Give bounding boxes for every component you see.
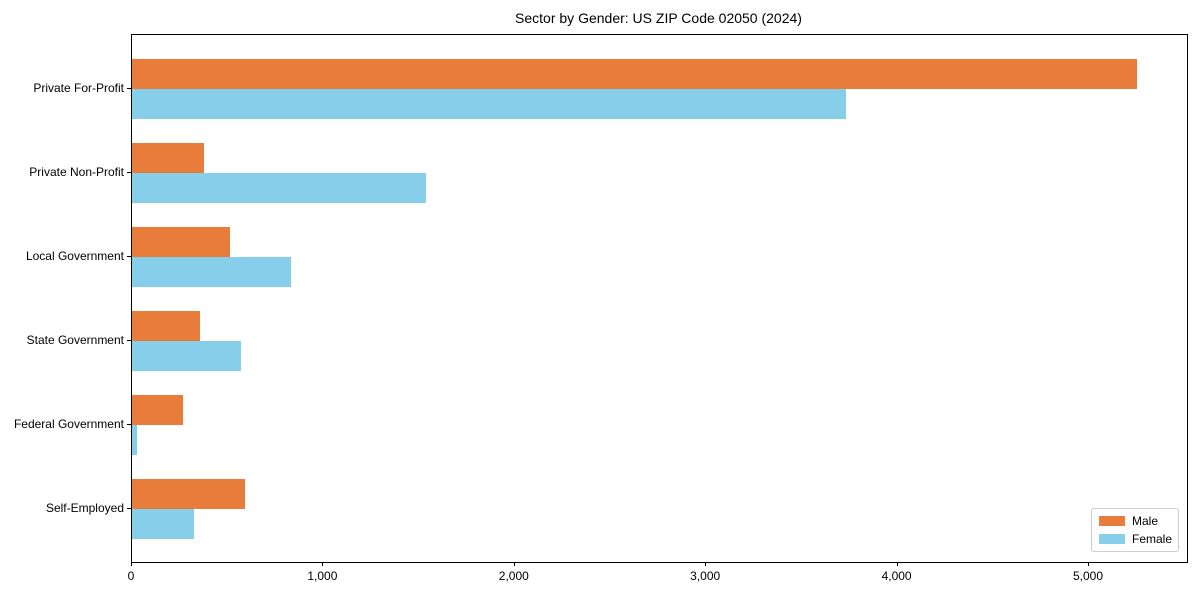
legend-item-female: Female <box>1099 532 1173 546</box>
y-tick-label: Private Non-Profit <box>29 164 124 179</box>
x-tick-mark <box>131 562 132 566</box>
x-tick-label: 0 <box>127 569 135 583</box>
bar-female-4 <box>132 424 137 455</box>
y-tick-mark <box>127 339 131 341</box>
x-tick-mark <box>513 562 515 566</box>
x-tick-mark <box>1088 562 1089 566</box>
plot-area <box>131 34 1188 563</box>
male-swatch <box>1099 516 1125 526</box>
bar-female-2 <box>132 256 291 287</box>
bar-female-1 <box>132 172 426 203</box>
bar-male-5 <box>132 478 245 509</box>
x-tick-label: 1,000 <box>307 569 338 583</box>
y-tick-mark <box>127 423 131 425</box>
chart-title: Sector by Gender: US ZIP Code 02050 (202… <box>515 10 802 26</box>
legend-item-male: Male <box>1099 514 1170 528</box>
legend-label-female: Female <box>1132 532 1173 546</box>
x-tick-label: 3,000 <box>690 569 721 583</box>
y-tick-label: Local Government <box>25 248 124 263</box>
legend: Male Female <box>1091 508 1179 552</box>
x-tick-label: 2,000 <box>498 569 529 583</box>
x-tick-label: 4,000 <box>881 569 912 583</box>
x-tick-mark <box>705 562 707 566</box>
bar-male-2 <box>132 226 230 257</box>
y-tick-label: Self-Employed <box>45 500 124 515</box>
bar-female-5 <box>132 508 195 539</box>
y-tick-label: Private For-Profit <box>33 80 124 95</box>
legend-label-male: Male <box>1132 514 1159 528</box>
bar-male-4 <box>132 394 183 425</box>
bar-male-1 <box>132 142 204 173</box>
y-tick-mark <box>127 87 131 89</box>
x-tick-label: 5,000 <box>1072 569 1104 583</box>
x-tick-mark <box>322 562 324 566</box>
y-tick-label: State Government <box>26 332 124 347</box>
bar-female-0 <box>132 88 846 119</box>
y-tick-mark <box>127 507 131 509</box>
female-swatch <box>1099 534 1125 544</box>
bar-female-3 <box>132 340 242 371</box>
bar-male-0 <box>132 58 1137 89</box>
y-tick-mark <box>127 171 131 173</box>
bar-male-3 <box>132 310 200 341</box>
y-tick-mark <box>127 255 131 257</box>
x-tick-mark <box>896 562 898 566</box>
y-tick-label: Federal Government <box>13 416 124 431</box>
